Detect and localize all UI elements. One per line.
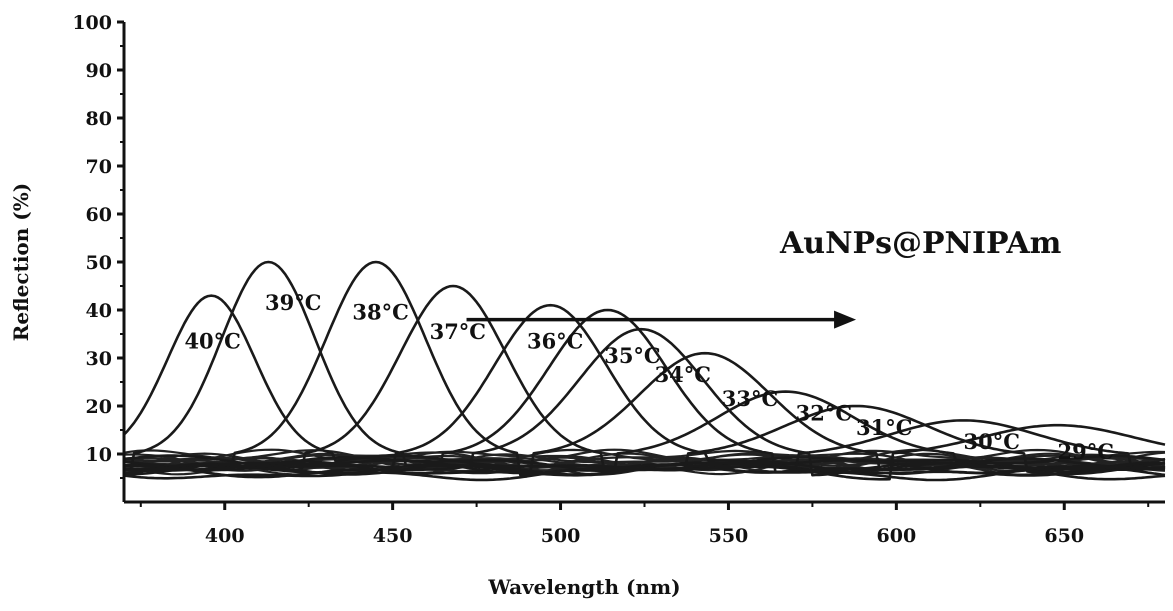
annotation: AuNPs@PNIPAm	[467, 226, 1062, 329]
y-tick-label: 80	[86, 108, 112, 130]
curve-label: 32°C	[796, 400, 852, 425]
y-axis-title: Reflection (%)	[9, 183, 33, 341]
curve-label: 34°C	[655, 362, 711, 387]
curve-label: 40°C	[184, 328, 240, 353]
curve-label: 37°C	[430, 319, 486, 344]
curve-label: 31°C	[856, 415, 912, 440]
curve-label: 35°C	[604, 343, 660, 368]
y-tick-label: 100	[72, 12, 112, 34]
x-tick-label: 600	[877, 525, 917, 547]
y-tick-label: 30	[86, 348, 112, 370]
x-axis-title: Wavelength (nm)	[487, 575, 680, 599]
curve-label: 36°C	[527, 328, 583, 353]
y-tick-label: 70	[86, 156, 112, 178]
y-tick-label: 20	[86, 396, 112, 418]
y-tick-label: 60	[86, 204, 112, 226]
curve-label: 38°C	[352, 300, 408, 325]
curve-label: 33°C	[722, 386, 778, 411]
annotation-label: AuNPs@PNIPAm	[779, 226, 1062, 261]
curve-label: 30°C	[964, 429, 1020, 454]
x-tick-label: 400	[205, 525, 245, 547]
y-tick-label: 40	[86, 300, 112, 322]
x-tick-label: 550	[709, 525, 749, 547]
x-tick-label: 650	[1044, 525, 1084, 547]
y-tick-label: 10	[86, 444, 112, 466]
y-tick-label: 90	[86, 60, 112, 82]
curve-label: 39°C	[265, 290, 321, 315]
curve-label: 29°C	[1058, 439, 1114, 464]
x-tick-label: 500	[541, 525, 581, 547]
annotation-arrow-head	[834, 311, 856, 329]
curve-labels: 40°C 39°C 38°C 37°C 36°C 35°C34°C 33°C 32°C31°C…	[184, 290, 1114, 464]
y-tick-label: 50	[86, 252, 112, 274]
x-tick-label: 450	[373, 525, 413, 547]
